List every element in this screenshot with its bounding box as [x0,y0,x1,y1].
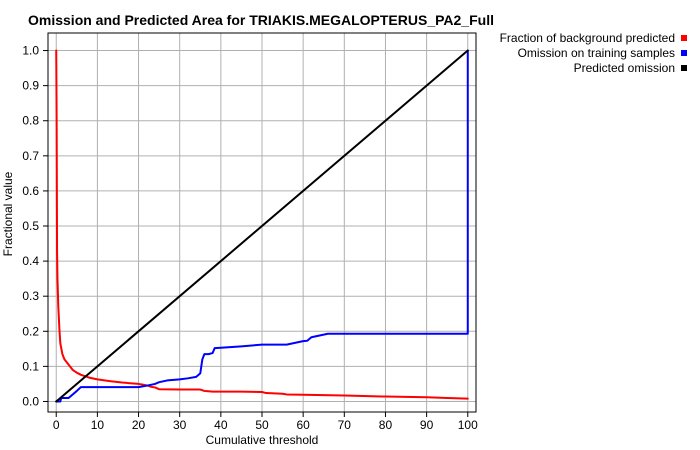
x-tick-label: 50 [255,418,269,432]
y-tick-label: 0.8 [22,114,39,128]
x-tick-label: 60 [296,418,310,432]
predicted-omission-line [55,49,469,403]
grid [48,33,476,412]
y-axis: 0.0 0.1 0.2 0.3 0.4 0.5 0.6 0.7 0.8 0.9 1.0 [22,44,48,408]
legend-label: Fraction of background predicted [500,31,675,45]
y-tick-label: 0.6 [22,184,39,198]
y-tick-label: 0.3 [22,289,39,303]
chart-title: Omission and Predicted Area for TRIAKIS.… [28,12,494,28]
training-omission-line [55,49,469,403]
legend-swatch [681,50,687,56]
y-tick-label: 0.9 [22,79,39,93]
legend-label: Predicted omission [574,61,675,75]
y-tick-label: 0.1 [22,359,39,373]
y-tick-label: 0.0 [22,394,39,408]
series-layer [55,49,469,403]
x-tick-label: 80 [379,418,393,432]
legend: Fraction of background predictedOmission… [500,31,687,75]
y-tick-label: 0.5 [22,219,39,233]
x-axis-label: Cumulative threshold [206,433,319,447]
x-tick-label: 100 [458,418,478,432]
x-tick-label: 40 [214,418,228,432]
legend-label: Omission on training samples [518,46,675,60]
x-tick-label: 0 [53,418,60,432]
x-tick-label: 20 [132,418,146,432]
x-axis: 0 10 20 30 40 50 60 70 80 90 100 [53,412,478,432]
y-tick-label: 0.4 [22,254,39,268]
x-tick-label: 90 [420,418,434,432]
y-tick-label: 0.2 [22,324,39,338]
y-tick-label: 0.7 [22,149,39,163]
y-tick-label: 1.0 [22,44,39,58]
background-predicted-line [55,49,469,400]
x-tick-label: 10 [91,418,105,432]
x-tick-label: 30 [173,418,187,432]
legend-swatch [681,65,687,71]
y-axis-label: Fractional value [1,171,15,256]
legend-swatch [681,35,687,41]
x-tick-label: 70 [338,418,352,432]
